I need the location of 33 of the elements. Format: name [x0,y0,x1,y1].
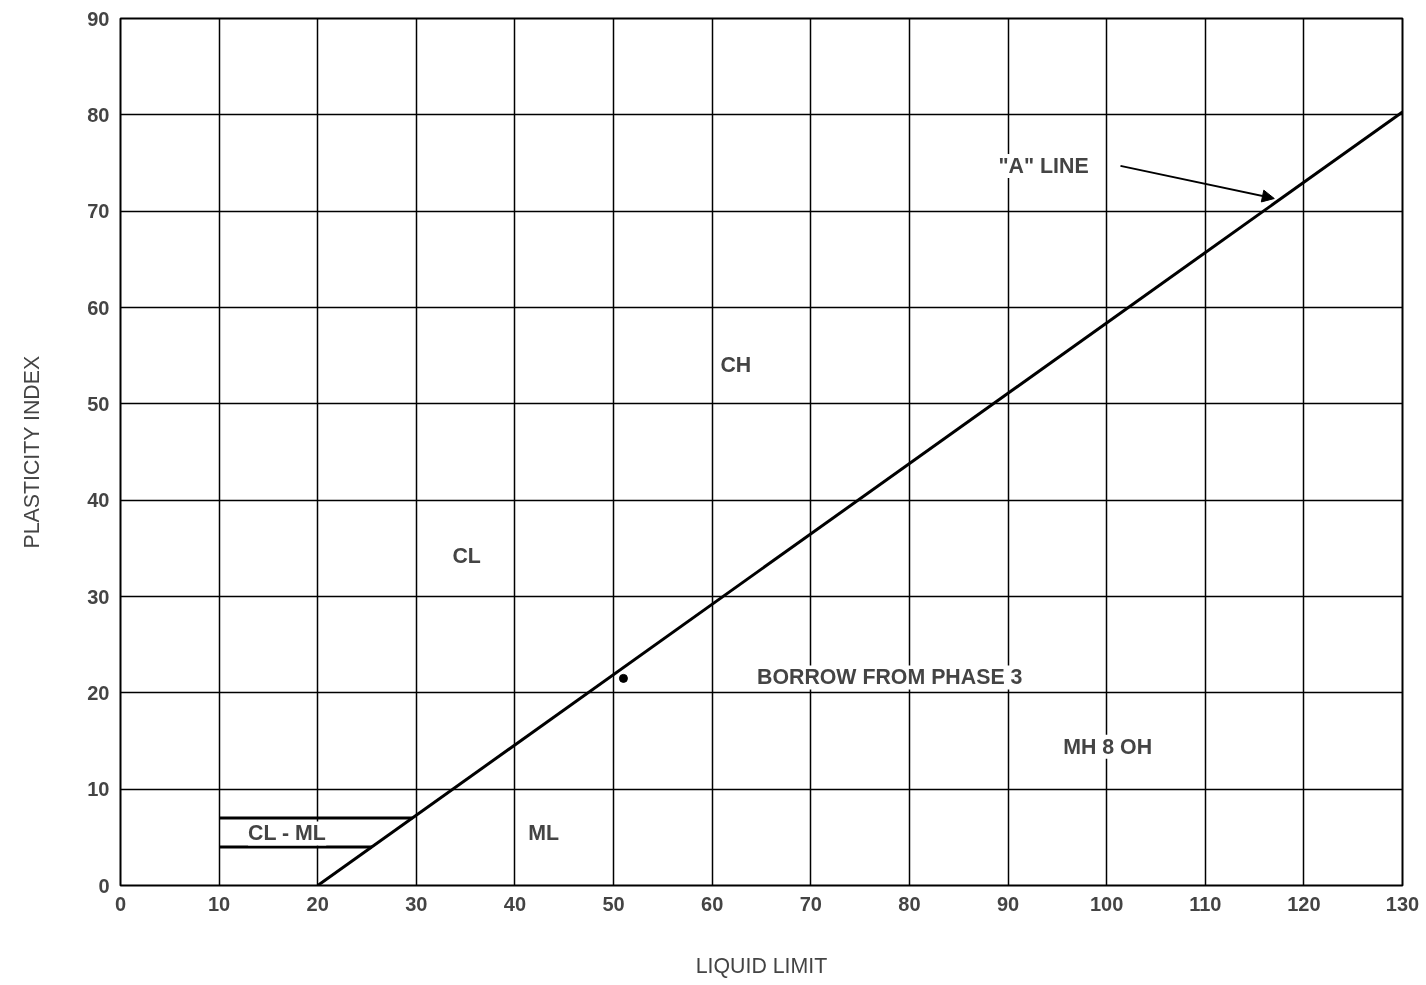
x-tick-label: 130 [1385,892,1420,915]
x-tick-label: 0 [114,892,127,915]
y-tick-label: 90 [87,7,110,30]
x-tick-label: 30 [405,892,428,915]
y-tick-label: 70 [87,200,110,223]
x-tick-label: 60 [701,892,724,915]
y-tick-label: 80 [87,103,110,126]
y-axis-title: PLASTICITY INDEX [20,355,45,549]
x-tick-label: 80 [898,892,921,915]
x-tick-label: 100 [1089,892,1124,915]
y-tick-label: 20 [87,681,110,704]
y-tick-label: 60 [87,296,110,319]
x-tick-label: 50 [602,892,625,915]
x-tick-label: 120 [1287,892,1321,915]
x-tick-label: 90 [996,892,1020,915]
y-tick-label: 40 [87,489,110,512]
annotation: BORROW FROM PHASE 3 [756,665,1023,690]
y-tick-label: 0 [98,874,110,897]
y-tick-label: 50 [87,392,110,415]
annotation: MH 8 OH [1063,734,1153,759]
x-tick-label: 10 [207,892,231,915]
y-tick-label: 10 [87,778,110,801]
annotation: CL - ML [248,821,326,846]
annotation: CL [452,544,481,569]
x-tick-label: 110 [1189,892,1222,915]
annotation: ML [528,821,559,846]
x-tick-label: 70 [799,892,822,915]
y-tick-label: 30 [87,585,110,608]
annotation: CH [720,353,752,378]
x-tick-label: 20 [306,892,329,915]
annotation: "A" LINE [998,153,1089,178]
x-axis-title: LIQUID LIMIT [695,953,828,978]
x-tick-label: 40 [503,892,527,915]
